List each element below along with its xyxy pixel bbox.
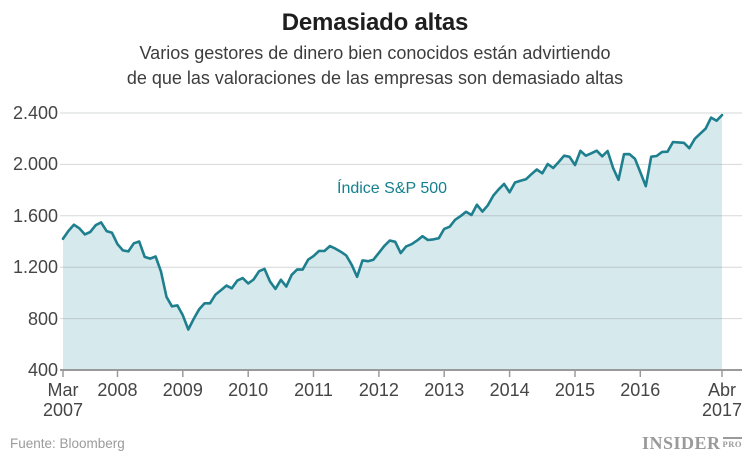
y-axis-label: 1.600	[12, 205, 58, 226]
x-axis-label: 2009	[162, 380, 203, 400]
chart-area-fill	[63, 115, 722, 370]
x-axis-label: Abr 2017	[701, 380, 743, 420]
chart-subtitle-line-1: Varios gestores de dinero bien conocidos…	[139, 43, 611, 63]
logo-main-text: INSIDER	[642, 433, 721, 453]
x-axis-label: 2012	[358, 380, 399, 400]
x-axis-label: 2011	[294, 380, 333, 400]
chart-series-line	[61, 113, 724, 331]
x-axis-label: 2010	[228, 380, 269, 400]
x-axis-label: Mar 2007	[42, 380, 84, 420]
y-axis-label: 2.400	[12, 103, 58, 123]
chart-subtitle-line-2: de que las valoraciones de las empresas …	[126, 68, 624, 88]
chart-subtitle: Varios gestores de dinero bien conocidos…	[0, 41, 750, 91]
chart-title: Demasiado altas	[281, 9, 469, 36]
x-axis-label: 2016	[620, 380, 661, 400]
y-axis-label: 400	[27, 360, 58, 380]
series-legend-label: Índice S&P 500	[337, 180, 448, 197]
y-axis-label: 1.200	[12, 257, 58, 278]
x-axis-label: 2015	[554, 380, 595, 400]
insider-pro-logo: INSIDER PRO	[642, 434, 742, 452]
y-axis-label: 2.000	[12, 154, 58, 175]
logo-sub-text: PRO	[722, 437, 742, 449]
x-axis-label: 2013	[424, 380, 465, 400]
y-axis-label: 800	[27, 308, 58, 329]
x-axis-label: 2008	[97, 380, 138, 400]
x-axis-label: 2014	[489, 380, 530, 400]
source-credit: Fuente: Bloomberg	[10, 436, 125, 451]
